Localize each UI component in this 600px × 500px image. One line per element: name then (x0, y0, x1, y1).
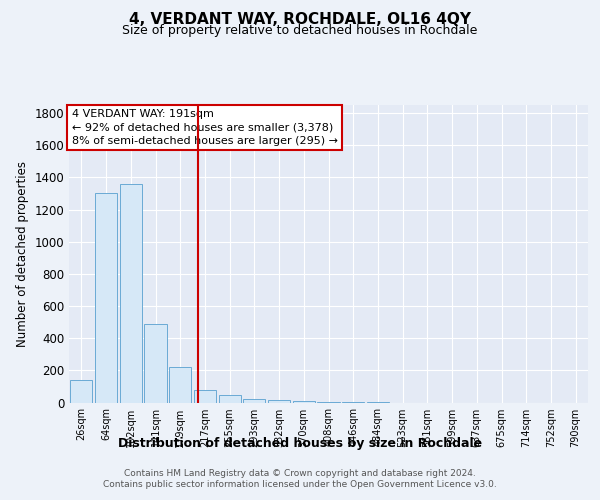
Text: Size of property relative to detached houses in Rochdale: Size of property relative to detached ho… (122, 24, 478, 37)
Bar (119, 184, 142, 402)
Bar (243, 400, 265, 402)
Text: Contains HM Land Registry data © Crown copyright and database right 2024.: Contains HM Land Registry data © Crown c… (124, 468, 476, 477)
Bar (169, 367, 191, 402)
Bar (145, 324, 167, 402)
Bar (194, 390, 216, 402)
Y-axis label: Number of detached properties: Number of detached properties (16, 161, 29, 347)
Bar (95, 192, 117, 402)
Text: Contains public sector information licensed under the Open Government Licence v3: Contains public sector information licen… (103, 480, 497, 489)
Text: Distribution of detached houses by size in Rochdale: Distribution of detached houses by size … (118, 438, 482, 450)
Text: 4 VERDANT WAY: 191sqm
← 92% of detached houses are smaller (3,378)
8% of semi-de: 4 VERDANT WAY: 191sqm ← 92% of detached … (71, 110, 338, 146)
Bar (218, 396, 241, 402)
Text: 4, VERDANT WAY, ROCHDALE, OL16 4QY: 4, VERDANT WAY, ROCHDALE, OL16 4QY (129, 12, 471, 28)
Bar (293, 401, 315, 402)
Bar (70, 380, 92, 402)
Bar (268, 400, 290, 402)
